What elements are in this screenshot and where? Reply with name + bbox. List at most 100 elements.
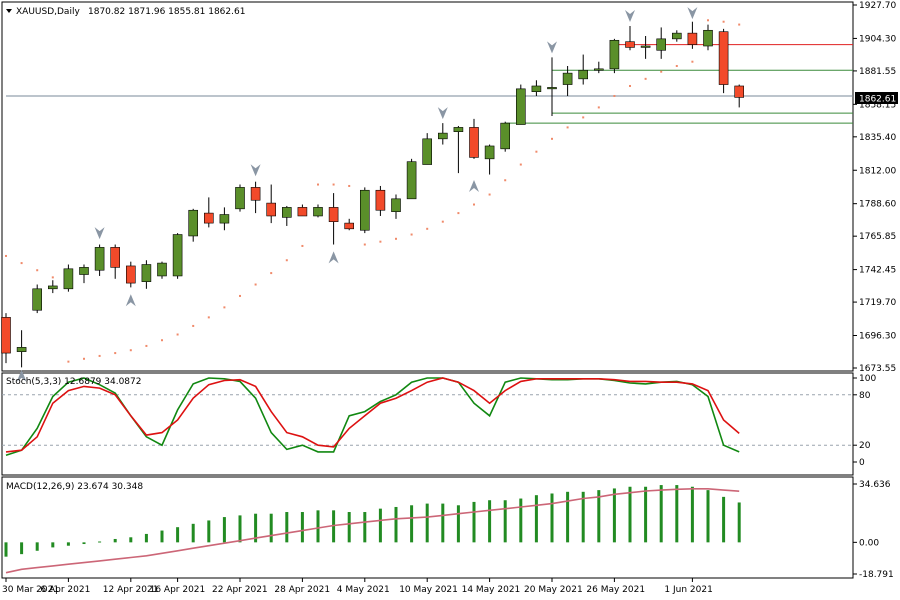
psar-dot <box>129 349 132 352</box>
psar-dot <box>348 184 351 187</box>
psar-dot <box>535 150 538 153</box>
psar-dot <box>20 262 23 265</box>
candle <box>469 118 479 159</box>
candle <box>609 38 620 74</box>
stoch-main-line <box>5 377 740 457</box>
candle <box>484 144 495 175</box>
price-panel-frame <box>1 1 854 372</box>
price-tick-label: 1742.45 <box>859 266 896 276</box>
stochastic-panel[interactable] <box>2 377 853 457</box>
psar-dot <box>722 20 725 23</box>
psar-dot <box>254 283 257 286</box>
macd-signal-line <box>5 488 740 574</box>
candle <box>219 207 230 231</box>
candle <box>328 193 339 245</box>
macd-histogram-bar <box>144 533 148 543</box>
fractal-down-arrow-icon <box>625 9 635 22</box>
candle-body <box>126 265 136 284</box>
candle-body <box>63 268 74 290</box>
candle-body <box>734 85 745 98</box>
candle <box>172 233 183 279</box>
psar-dot <box>270 272 273 275</box>
macd-histogram-bar <box>4 542 8 557</box>
candle <box>79 264 89 284</box>
candle-body <box>1 317 11 354</box>
psar-dot <box>379 240 382 243</box>
candle-body <box>640 45 651 48</box>
macd-histogram-bar <box>394 506 398 543</box>
candle-body <box>531 85 542 92</box>
psar-dot <box>457 212 460 215</box>
macd-histogram-bar <box>612 488 616 543</box>
candle-body <box>172 234 183 277</box>
macd-histogram-bar <box>706 490 710 543</box>
candle <box>250 181 261 214</box>
psar-dot <box>145 344 148 347</box>
price-tick-label: 1881.55 <box>859 67 896 77</box>
psar-dot <box>176 333 179 336</box>
date-tick-label: 16 Apr 2021 <box>150 585 206 595</box>
macd-histogram-bar <box>160 530 164 543</box>
psar-dot <box>551 137 553 140</box>
candle <box>422 133 433 165</box>
macd-histogram-bar <box>675 485 679 543</box>
symbol-dropdown-icon[interactable] <box>6 9 12 13</box>
candle-body <box>547 87 557 90</box>
candle <box>578 54 589 85</box>
candle-body <box>297 207 308 217</box>
psar-dot <box>707 19 709 22</box>
macd-histogram-bar <box>66 542 70 546</box>
candle <box>391 194 401 219</box>
candle <box>671 30 682 42</box>
fractal-down-arrow-icon <box>250 164 261 177</box>
macd-histogram-bar <box>628 486 632 543</box>
candle <box>94 244 105 276</box>
psar-dot <box>691 60 694 63</box>
candle-body <box>609 39 620 70</box>
candle-body <box>204 212 214 224</box>
candle-body <box>47 285 58 290</box>
macd-panel[interactable] <box>4 485 741 574</box>
macd-histogram-bar <box>456 505 460 543</box>
candle-body <box>703 29 713 47</box>
macd-histogram-bar <box>269 513 273 543</box>
macd-histogram-bar <box>35 542 39 551</box>
date-tick-label: 14 May 2021 <box>462 585 521 595</box>
candle-body <box>422 138 433 165</box>
psar-dot <box>738 23 741 26</box>
macd-histogram-bar <box>98 541 102 543</box>
candle-body <box>188 209 198 237</box>
fractal-up-arrow-icon <box>328 251 339 264</box>
candle-body <box>453 127 464 132</box>
macd-histogram-bar <box>644 486 648 543</box>
psar-dot <box>207 316 210 319</box>
price-panel[interactable] <box>1 7 854 382</box>
stoch-label: Stoch(5,3,3) 12.6879 34.0872 <box>6 377 141 387</box>
candle-body <box>94 247 105 271</box>
macd-histogram-bar <box>581 491 585 543</box>
candle <box>515 84 526 125</box>
stoch-tick-label: 100 <box>859 374 876 384</box>
macd-tick-label: -18.791 <box>859 570 894 580</box>
candle <box>687 21 698 49</box>
candle <box>141 260 152 289</box>
candle-body <box>157 262 167 277</box>
candle <box>110 244 120 279</box>
price-tick-label: 1812.00 <box>859 166 896 176</box>
candle-body <box>375 189 386 211</box>
fractal-up-arrow-icon <box>469 179 479 192</box>
candle-body <box>687 32 698 45</box>
candle <box>344 218 355 231</box>
date-tick-label: 10 May 2021 <box>399 585 458 595</box>
macd-histogram-bar <box>176 527 180 543</box>
candle-body <box>141 264 152 282</box>
psar-dot <box>519 163 522 166</box>
candle-body <box>344 222 355 230</box>
macd-histogram-bar <box>550 493 554 543</box>
psar-dot <box>613 94 616 97</box>
psar-dot <box>114 352 117 355</box>
macd-histogram-bar <box>690 486 694 543</box>
psar-dot <box>473 203 475 206</box>
candle <box>157 261 167 279</box>
